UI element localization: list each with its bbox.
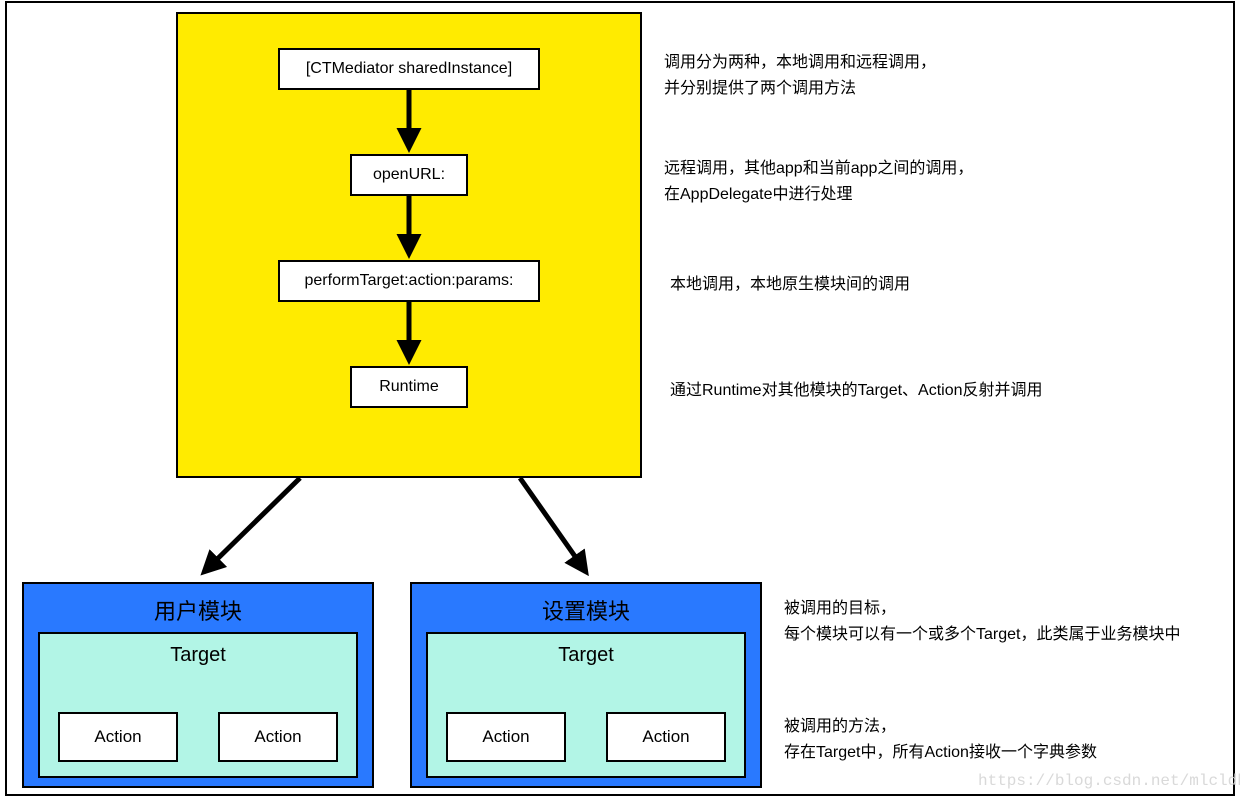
module-user-action-2: Action — [218, 712, 338, 762]
module-user-action-1: Action — [58, 712, 178, 762]
module-title: 设置模块 — [542, 594, 630, 626]
action-label: Action — [94, 727, 141, 747]
target-label: Target — [558, 644, 614, 667]
node-openurl: openURL: — [350, 154, 468, 196]
annotation-1: 调用分为两种，本地调用和远程调用， 并分别提供了两个调用方法 — [664, 50, 936, 101]
target-label: Target — [170, 644, 226, 667]
node-label: [CTMediator sharedInstance] — [306, 60, 512, 78]
annotation-5: 被调用的目标， 每个模块可以有一个或多个Target，此类属于业务模块中 — [784, 596, 1180, 647]
action-label: Action — [642, 727, 689, 747]
annotation-3: 本地调用，本地原生模块间的调用 — [670, 272, 910, 298]
watermark: https://blog.csdn.net/mlcldh — [978, 772, 1240, 790]
action-label: Action — [482, 727, 529, 747]
node-runtime: Runtime — [350, 366, 468, 408]
annotation-6: 被调用的方法， 存在Target中，所有Action接收一个字典参数 — [784, 714, 1097, 765]
module-title: 用户模块 — [154, 594, 242, 626]
node-perform-target: performTarget:action:params: — [278, 260, 540, 302]
node-shared-instance: [CTMediator sharedInstance] — [278, 48, 540, 90]
module-setting-action-2: Action — [606, 712, 726, 762]
node-label: Runtime — [379, 378, 439, 396]
action-label: Action — [254, 727, 301, 747]
module-setting-action-1: Action — [446, 712, 566, 762]
annotation-2: 远程调用，其他app和当前app之间的调用， 在AppDelegate中进行处理 — [664, 156, 973, 207]
node-label: openURL: — [373, 166, 445, 184]
node-label: performTarget:action:params: — [305, 272, 514, 290]
annotation-4: 通过Runtime对其他模块的Target、Action反射并调用 — [670, 378, 1043, 404]
